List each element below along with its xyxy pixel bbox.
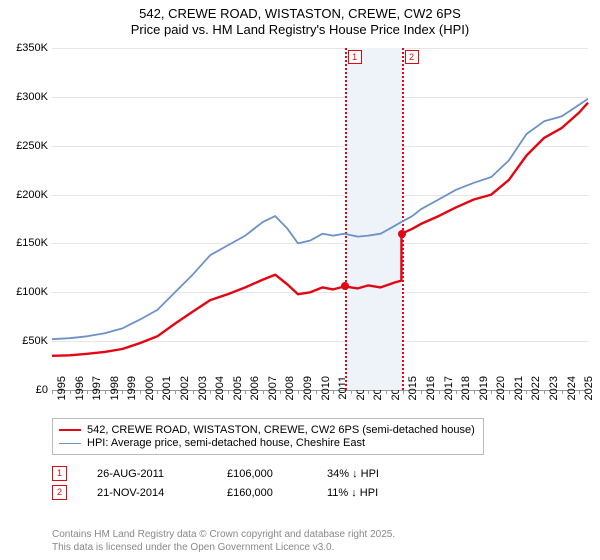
sale-hpi-diff: 11% ↓ HPI (327, 487, 417, 499)
sale-badge: 2 (52, 485, 67, 500)
title-line-2: Price paid vs. HM Land Registry's House … (0, 22, 600, 38)
x-tick (544, 390, 545, 394)
x-tick (579, 390, 580, 394)
y-axis-label: £300K (2, 91, 48, 103)
x-tick (140, 390, 141, 394)
sale-hpi-diff: 34% ↓ HPI (327, 468, 417, 480)
x-tick (175, 390, 176, 394)
sale-row: 2 21-NOV-2014 £160,000 11% ↓ HPI (52, 485, 417, 500)
attribution-footer: Contains HM Land Registry data © Crown c… (52, 529, 395, 554)
x-tick (228, 390, 229, 394)
legend-swatch (59, 429, 81, 431)
x-tick (157, 390, 158, 394)
x-tick (439, 390, 440, 394)
y-axis-label: £250K (2, 140, 48, 152)
sale-row: 1 26-AUG-2011 £106,000 34% ↓ HPI (52, 466, 417, 481)
title-line-1: 542, CREWE ROAD, WISTASTON, CREWE, CW2 6… (0, 6, 600, 22)
x-tick (456, 390, 457, 394)
x-tick (52, 390, 53, 394)
x-tick (263, 390, 264, 394)
sale-price: £160,000 (227, 487, 297, 499)
x-tick (122, 390, 123, 394)
sales-table: 1 26-AUG-2011 £106,000 34% ↓ HPI 2 21-NOV-201… (52, 462, 417, 504)
series-hpi (52, 99, 588, 339)
legend-item: 542, CREWE ROAD, WISTASTON, CREWE, CW2 6… (59, 424, 475, 436)
x-tick (562, 390, 563, 394)
sale-date: 26-AUG-2011 (97, 468, 197, 480)
legend-item: HPI: Average price, semi-detached house,… (59, 437, 475, 449)
x-tick (333, 390, 334, 394)
x-tick (70, 390, 71, 394)
x-tick (351, 390, 352, 394)
legend-swatch (59, 443, 81, 444)
x-tick (386, 390, 387, 394)
y-axis-label: £200K (2, 189, 48, 201)
sale-price: £106,000 (227, 468, 297, 480)
y-axis-label: £150K (2, 237, 48, 249)
footer-line-2: This data is licensed under the Open Gov… (52, 542, 395, 555)
legend: 542, CREWE ROAD, WISTASTON, CREWE, CW2 6… (52, 418, 484, 455)
x-tick (280, 390, 281, 394)
x-tick (245, 390, 246, 394)
y-axis-label: £50K (2, 335, 48, 347)
y-axis-label: £0 (2, 384, 48, 396)
chart-title: 542, CREWE ROAD, WISTASTON, CREWE, CW2 6… (0, 0, 600, 39)
sale-point (398, 230, 406, 238)
sale-point (341, 282, 349, 290)
y-axis-label: £100K (2, 286, 48, 298)
series-layer (52, 48, 588, 390)
x-tick (509, 390, 510, 394)
x-tick (316, 390, 317, 394)
sale-badge: 1 (52, 466, 67, 481)
x-tick (491, 390, 492, 394)
legend-label: HPI: Average price, semi-detached house,… (87, 437, 365, 449)
x-tick (403, 390, 404, 394)
footer-line-1: Contains HM Land Registry data © Crown c… (52, 529, 395, 542)
x-tick (526, 390, 527, 394)
x-tick (368, 390, 369, 394)
x-tick (421, 390, 422, 394)
y-axis-label: £350K (2, 42, 48, 54)
x-tick (210, 390, 211, 394)
sale-date: 21-NOV-2014 (97, 487, 197, 499)
series-price_paid (52, 103, 588, 356)
chart-plot-area: £0£50K£100K£150K£200K£250K£300K£350K1995… (52, 48, 588, 390)
legend-label: 542, CREWE ROAD, WISTASTON, CREWE, CW2 6… (87, 424, 475, 436)
x-tick (298, 390, 299, 394)
x-tick (193, 390, 194, 394)
x-tick (87, 390, 88, 394)
x-tick (474, 390, 475, 394)
x-tick (105, 390, 106, 394)
